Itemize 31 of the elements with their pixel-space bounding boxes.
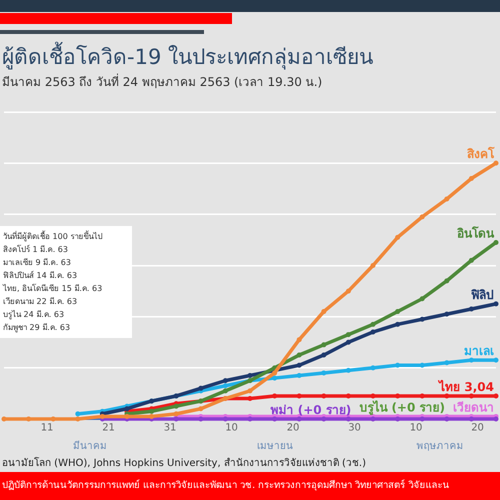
- series-label: พม่า (+0 ราย): [270, 403, 352, 417]
- series-label: สิงคโ: [467, 146, 495, 162]
- x-tick-label: 10: [225, 422, 238, 434]
- text: อนามัยโลก (WHO), Johns Hopkins University, สำนักงานการวิจัยแห่งชาติ (วช.): [2, 456, 366, 470]
- text: เมษายน: [257, 440, 293, 453]
- series-label: ไทย 3,04: [437, 378, 494, 394]
- text: ปฏิบัติการด้านนวัตกรรมการแพทย์ และการวิจัยและพัฒนา วช. กระทรวงการอุดมศึกษา วิทยาศาสตร์ วิจัยและน: [0, 472, 500, 500]
- x-tick-label: 31: [164, 422, 176, 434]
- annotation: ไทย, อินโดนีเซีย 15 มี.ค. 63: [3, 282, 104, 295]
- annotation: ฟิลิปปินส์ 14 มี.ค. 63: [3, 270, 78, 282]
- x-tick-label: 20: [471, 422, 484, 434]
- annotation: บรูไน (+0 ราย): [359, 399, 445, 416]
- annotation: มาเลเซีย 9 มี.ค. 63: [3, 257, 72, 269]
- text: พฤษภาคม: [416, 440, 464, 453]
- x-tick-label: 20: [286, 422, 300, 434]
- annotation: วันที่มีผู้ติดเชื้อ 100 รายขึ้นไป: [3, 230, 104, 243]
- series-label: ฟิลิป: [471, 288, 494, 302]
- annotation: เวียดนาม 22 มี.ค. 63: [3, 296, 78, 308]
- x-tick-label: 11: [40, 422, 54, 434]
- chart-title: ผู้ติดเชื้อโควิด-19 ในประเทศกลุ่มอาเซียน: [2, 40, 373, 72]
- x-tick-label: 10: [410, 422, 422, 434]
- text: มีนาคม: [73, 440, 107, 453]
- chart-subtitle: มีนาคม 2563 ถึง วันที่ 24 พฤษภาคม 2563 (เวลา 19.30 น.): [2, 72, 322, 91]
- annotation: บรูไน 24 มี.ค. 63: [3, 309, 66, 321]
- x-tick-label: 21: [102, 422, 115, 434]
- annotation: กัมพูชา 29 มี.ค. 63: [3, 322, 72, 334]
- series-label: อินโดน: [457, 225, 495, 240]
- series-label: เวียดนา: [453, 400, 494, 414]
- x-tick-label: 30: [348, 422, 361, 434]
- series-label: มาเลเ: [464, 344, 494, 358]
- annotation: สิงคโปร์ 1 มี.ค. 63: [3, 244, 69, 256]
